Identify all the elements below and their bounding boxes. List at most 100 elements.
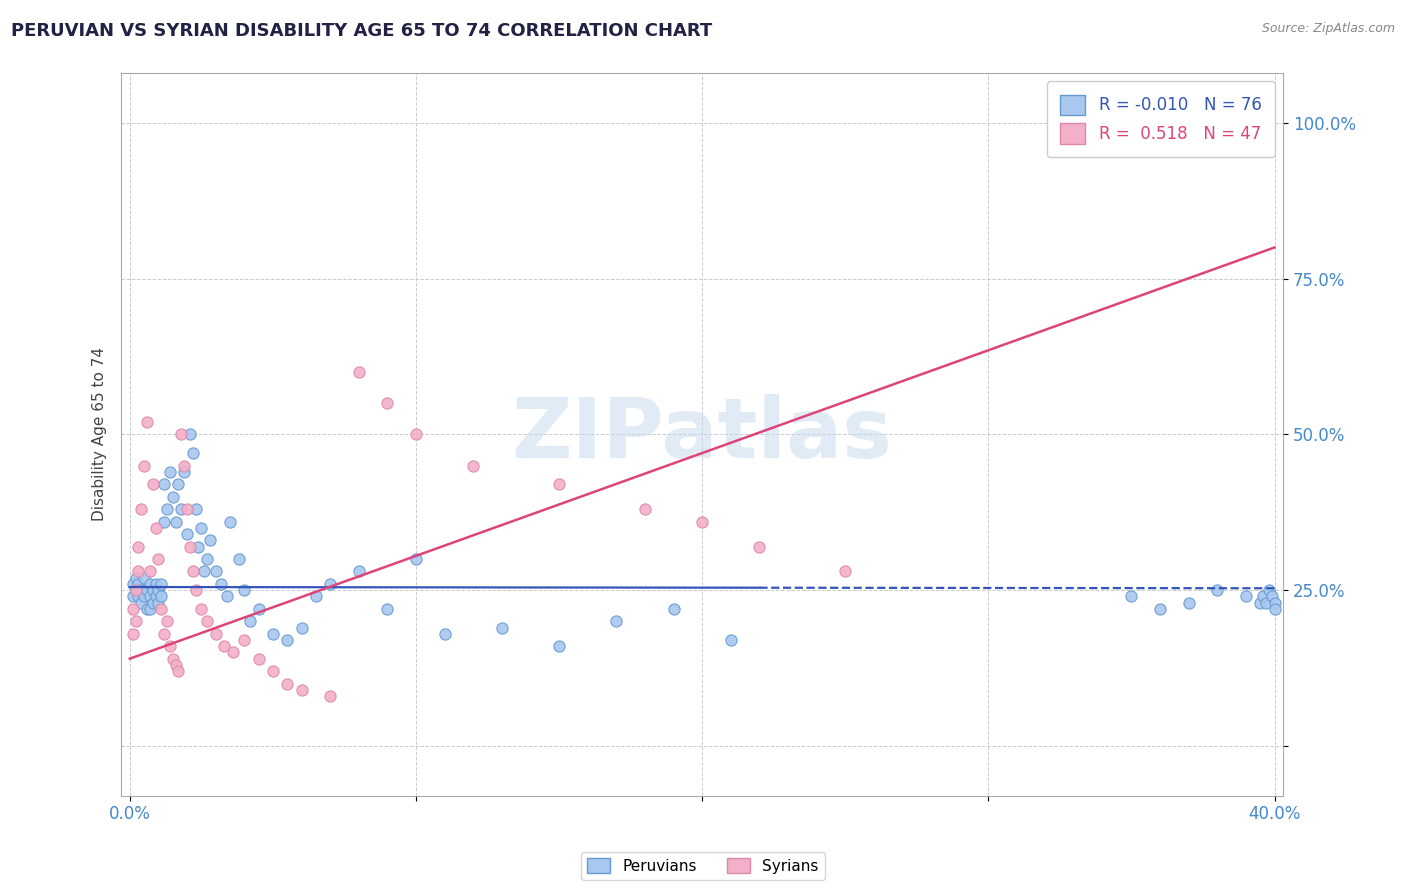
Point <box>153 477 176 491</box>
Point <box>150 602 173 616</box>
Point <box>179 427 201 442</box>
Legend: Peruvians, Syrians: Peruvians, Syrians <box>581 852 825 880</box>
Point <box>405 427 427 442</box>
Point <box>247 602 270 616</box>
Point <box>204 565 226 579</box>
Point <box>1257 583 1279 598</box>
Point <box>136 415 159 429</box>
Point <box>127 565 149 579</box>
Point <box>145 590 167 604</box>
Point <box>159 639 181 653</box>
Point <box>276 676 298 690</box>
Point <box>195 615 218 629</box>
Point <box>129 596 152 610</box>
Text: ZIPatlas: ZIPatlas <box>512 394 893 475</box>
Point <box>190 521 212 535</box>
Point <box>262 626 284 640</box>
Point <box>1177 596 1199 610</box>
Point <box>605 615 627 629</box>
Point <box>132 583 155 598</box>
Point <box>127 577 149 591</box>
Point <box>156 615 179 629</box>
Point <box>165 657 187 672</box>
Point <box>247 651 270 665</box>
Point <box>127 540 149 554</box>
Point <box>121 602 143 616</box>
Point <box>1264 602 1286 616</box>
Point <box>1251 590 1274 604</box>
Point <box>170 502 193 516</box>
Point <box>139 590 162 604</box>
Point <box>262 664 284 678</box>
Point <box>136 602 159 616</box>
Point <box>233 583 256 598</box>
Point <box>1264 596 1286 610</box>
Point <box>129 502 152 516</box>
Point <box>150 590 173 604</box>
Point <box>1249 596 1271 610</box>
Point <box>156 502 179 516</box>
Point <box>1121 590 1143 604</box>
Point <box>219 515 242 529</box>
Point <box>121 626 143 640</box>
Point <box>132 571 155 585</box>
Point <box>153 515 176 529</box>
Point <box>121 590 143 604</box>
Point <box>127 590 149 604</box>
Point <box>377 396 399 410</box>
Point <box>195 552 218 566</box>
Point <box>217 590 239 604</box>
Point <box>145 577 167 591</box>
Point <box>124 615 146 629</box>
Point <box>319 577 342 591</box>
Point <box>142 596 165 610</box>
Point <box>1206 583 1229 598</box>
Point <box>139 602 162 616</box>
Point <box>276 632 298 647</box>
Point <box>187 540 209 554</box>
Point <box>209 577 232 591</box>
Point <box>233 632 256 647</box>
Point <box>165 515 187 529</box>
Point <box>162 490 184 504</box>
Point <box>121 577 143 591</box>
Point <box>491 621 513 635</box>
Point <box>319 689 342 703</box>
Point <box>212 639 235 653</box>
Point <box>173 458 195 473</box>
Point <box>159 465 181 479</box>
Point <box>347 365 370 379</box>
Point <box>145 521 167 535</box>
Point <box>228 552 250 566</box>
Point <box>170 427 193 442</box>
Point <box>150 577 173 591</box>
Point <box>153 626 176 640</box>
Point <box>139 577 162 591</box>
Point <box>179 540 201 554</box>
Point <box>463 458 485 473</box>
Point <box>1234 590 1257 604</box>
Point <box>129 583 152 598</box>
Point <box>222 645 245 659</box>
Point <box>347 565 370 579</box>
Point <box>148 552 170 566</box>
Point <box>748 540 770 554</box>
Point <box>548 639 571 653</box>
Point <box>634 502 657 516</box>
Point <box>290 682 312 697</box>
Point <box>124 571 146 585</box>
Point <box>142 477 165 491</box>
Point <box>193 565 215 579</box>
Point <box>124 583 146 598</box>
Point <box>176 527 198 541</box>
Point <box>204 626 226 640</box>
Text: PERUVIAN VS SYRIAN DISABILITY AGE 65 TO 74 CORRELATION CHART: PERUVIAN VS SYRIAN DISABILITY AGE 65 TO … <box>11 22 713 40</box>
Point <box>148 583 170 598</box>
Point <box>167 477 190 491</box>
Point <box>377 602 399 616</box>
Point <box>181 446 204 460</box>
Point <box>184 502 207 516</box>
Point <box>1149 602 1171 616</box>
Point <box>136 583 159 598</box>
Text: Source: ZipAtlas.com: Source: ZipAtlas.com <box>1261 22 1395 36</box>
